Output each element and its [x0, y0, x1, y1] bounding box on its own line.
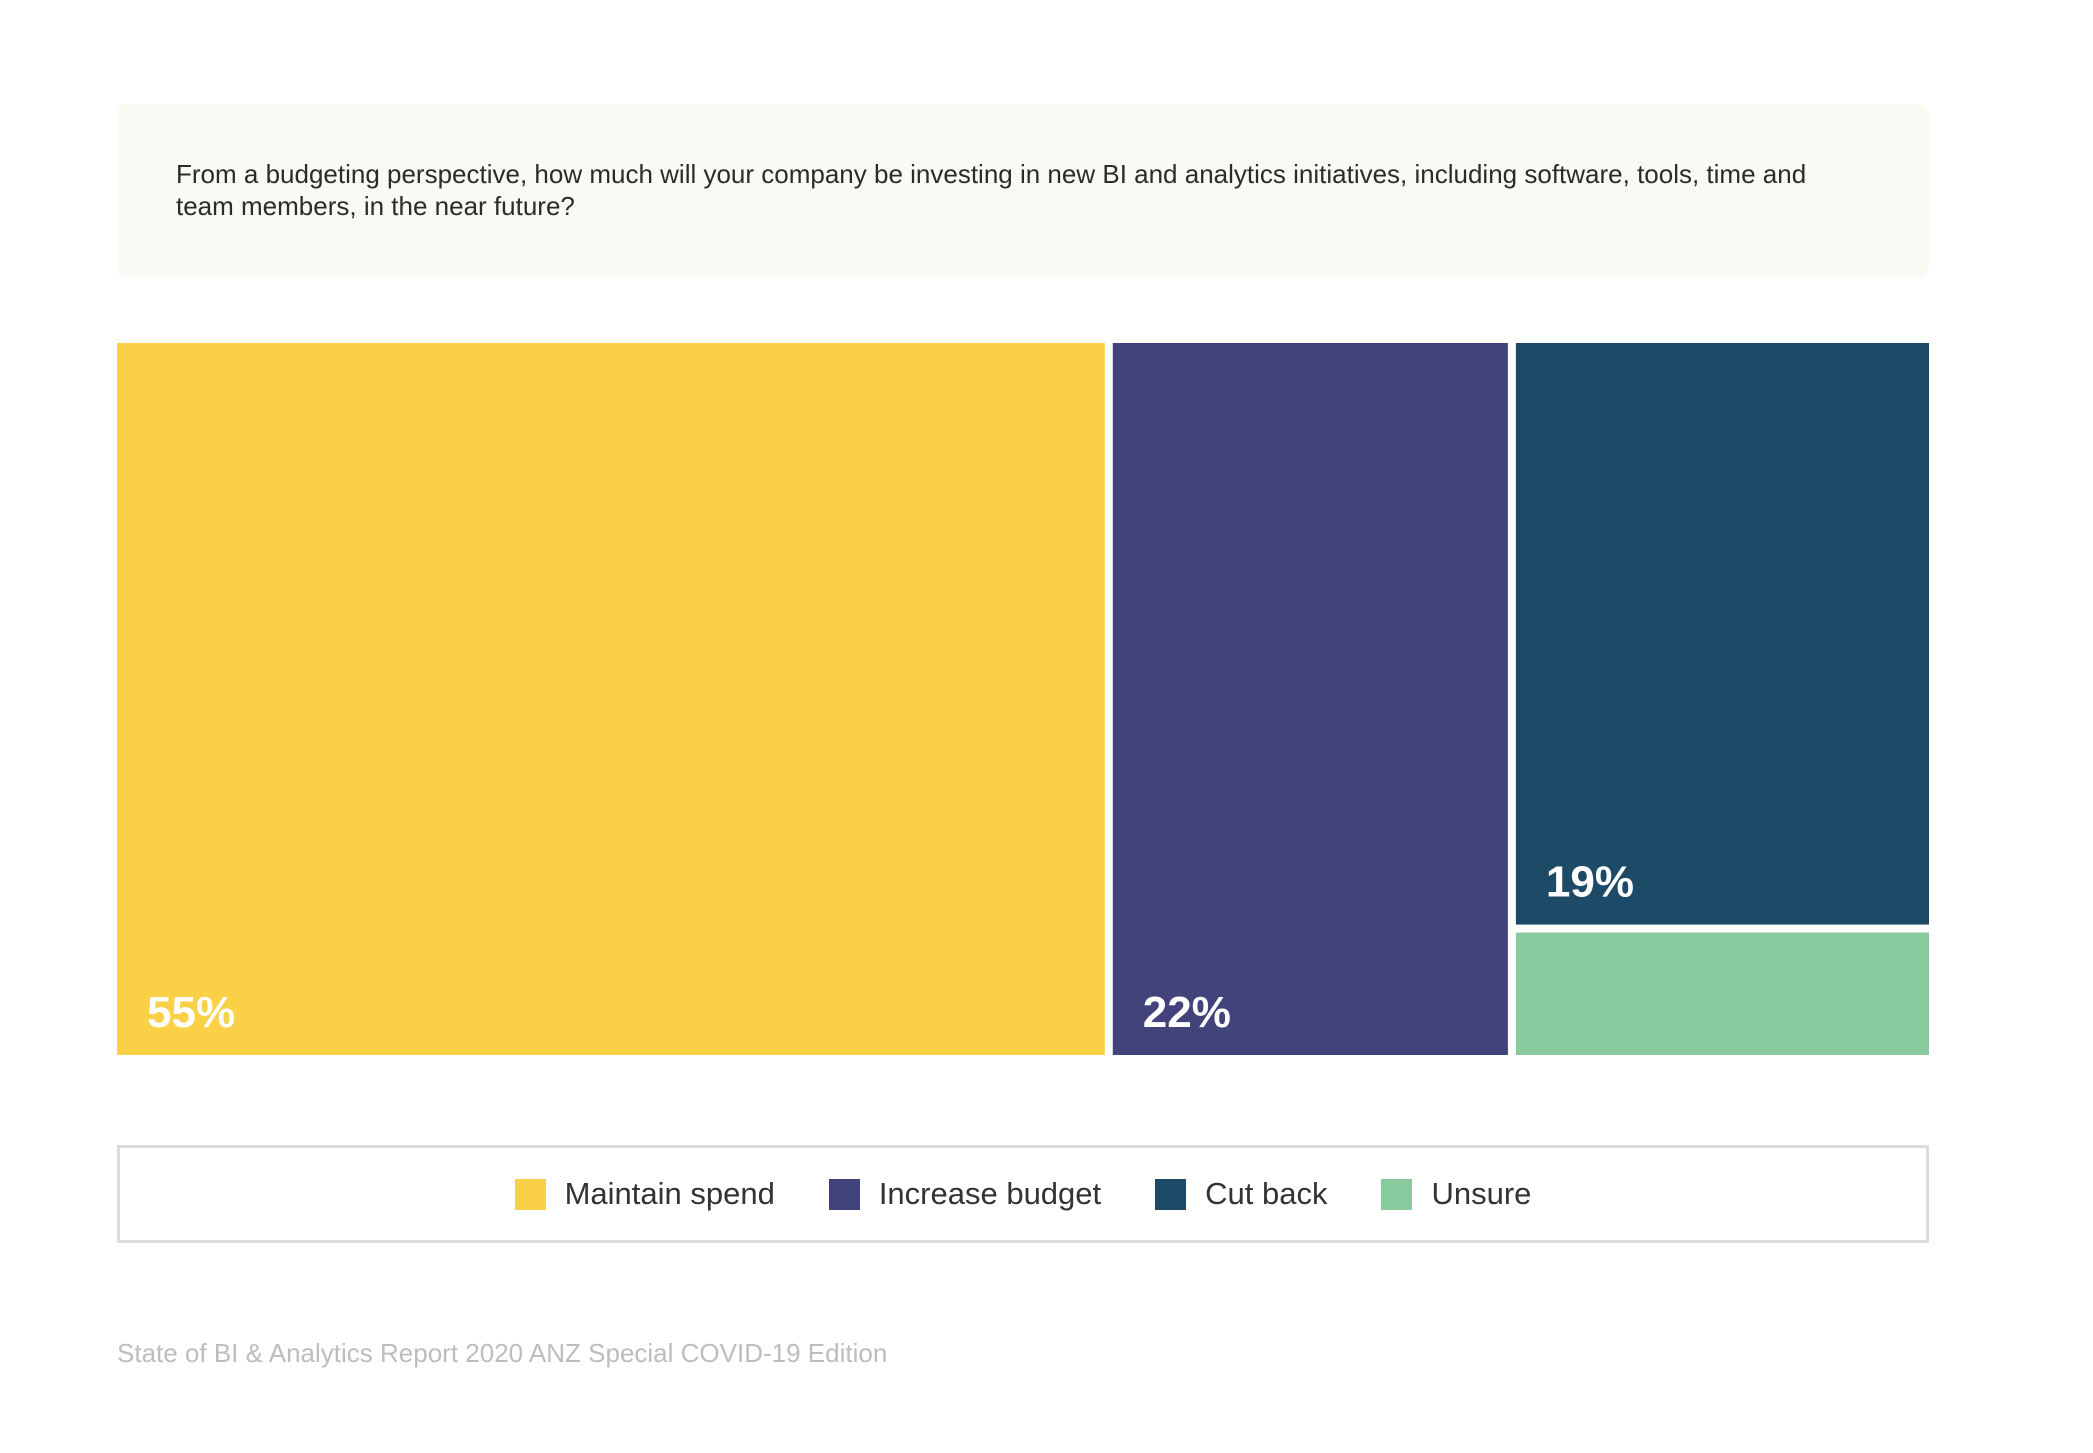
legend-item-unsure: Unsure: [1381, 1176, 1531, 1212]
legend-swatch: [828, 1178, 860, 1210]
legend: Maintain spend Increase budget Cut back …: [117, 1145, 1929, 1243]
tile-increase-budget: [1112, 343, 1508, 1055]
legend-swatch: [514, 1178, 546, 1210]
legend-label: Cut back: [1205, 1176, 1328, 1211]
source-footer: State of BI & Analytics Report 2020 ANZ …: [117, 1338, 888, 1368]
tile-unsure: [1515, 932, 1929, 1055]
legend-item-maintain-spend: Maintain spend: [514, 1176, 775, 1212]
legend-label: Maintain spend: [564, 1176, 775, 1211]
legend-swatch: [1155, 1178, 1187, 1210]
legend-item-increase-budget: Increase budget: [828, 1176, 1102, 1212]
legend-label: Increase budget: [878, 1176, 1102, 1211]
treemap-chart: 55% 22% 19%: [117, 343, 1929, 1055]
tile-maintain-spend: [117, 343, 1105, 1055]
legend-item-cut-back: Cut back: [1155, 1176, 1327, 1212]
data-label-increase-budget: 22%: [1143, 988, 1231, 1037]
data-label-cut-back: 19%: [1546, 858, 1634, 907]
question-text: From a budgeting perspective, how much w…: [176, 159, 1807, 221]
data-label-maintain-spend: 55%: [147, 988, 235, 1037]
legend-swatch: [1381, 1178, 1413, 1210]
legend-label: Unsure: [1431, 1176, 1532, 1211]
question-panel: From a budgeting perspective, how much w…: [117, 104, 1929, 277]
tile-cut-back: [1515, 343, 1929, 925]
